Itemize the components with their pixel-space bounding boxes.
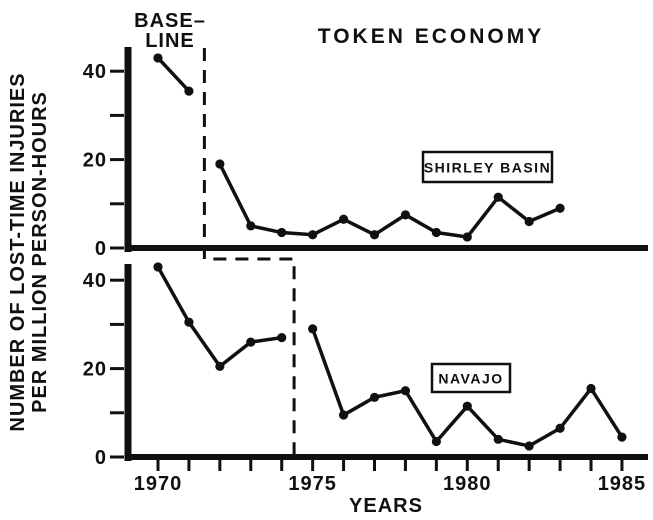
phase-change-line-layer: [202, 48, 296, 455]
y-tick-label: 20: [83, 150, 107, 172]
data-point: [338, 410, 349, 420]
data-point: [493, 434, 503, 444]
series-label-box-navajo: NAVAJO: [430, 362, 512, 394]
series-label-text: SHIRLEY BASIN: [424, 160, 551, 176]
y-tick-label: 0: [95, 447, 107, 469]
data-point: [555, 203, 565, 213]
data-point: [431, 436, 441, 447]
data-point: [277, 333, 287, 343]
panel-navajo: 0 20 40 1970 1975 1980 1985: [83, 262, 648, 495]
data-line: [218, 163, 561, 239]
data-point: [493, 192, 503, 202]
data-point: [586, 383, 596, 394]
data-point: [400, 386, 411, 396]
data-point: [184, 317, 194, 327]
data-point: [153, 53, 163, 63]
data-point: [369, 392, 380, 402]
data-point: [246, 221, 256, 231]
data-point: [524, 216, 534, 227]
data-point: [246, 337, 256, 347]
phase-change-dashed-line: [202, 48, 296, 455]
x-tick-label: 1985: [598, 473, 647, 495]
series-label-text: NAVAJO: [438, 371, 503, 387]
data-point: [277, 227, 287, 238]
data-point: [462, 401, 472, 411]
data-point: [215, 361, 225, 371]
y-tick-label: 20: [83, 359, 107, 381]
series-label-frame: [430, 362, 512, 394]
series-label-frame: [421, 150, 554, 184]
x-tick-label: 1975: [288, 473, 337, 495]
data-point: [338, 214, 349, 224]
data-point: [431, 227, 441, 238]
data-point: [184, 86, 194, 96]
y-axis-title-line1: NUMBER OF LOST-TIME INJURIES: [7, 72, 29, 431]
x-axis-title: YEARS: [349, 495, 423, 517]
data-point: [617, 432, 627, 442]
data-point: [153, 262, 163, 272]
y-axis-title-line2: PER MILLION PERSON-HOURS: [29, 91, 51, 413]
data-point: [400, 210, 411, 220]
data-point: [369, 230, 380, 240]
y-tick-label: 40: [83, 61, 107, 83]
data-point: [308, 230, 318, 240]
data-point: [308, 324, 318, 334]
x-tick-label: 1970: [134, 473, 183, 495]
panel-shirley-basin: 0 20 40: [83, 47, 648, 260]
x-tick-label: 1980: [443, 473, 492, 495]
data-point: [524, 441, 534, 451]
baseline-phase-label-line1: BASE–: [134, 10, 206, 32]
data-line: [156, 56, 191, 93]
data-point: [462, 232, 472, 242]
y-tick-label: 40: [83, 270, 107, 292]
baseline-phase-label-line2: LINE: [145, 30, 195, 52]
y-tick-label: 0: [95, 238, 107, 260]
data-line: [156, 266, 282, 369]
series-label-box-shirley-basin: SHIRLEY BASIN: [421, 150, 554, 184]
token-economy-phase-label: TOKEN ECONOMY: [318, 25, 544, 48]
data-point: [555, 423, 565, 433]
data-point: [215, 159, 225, 169]
